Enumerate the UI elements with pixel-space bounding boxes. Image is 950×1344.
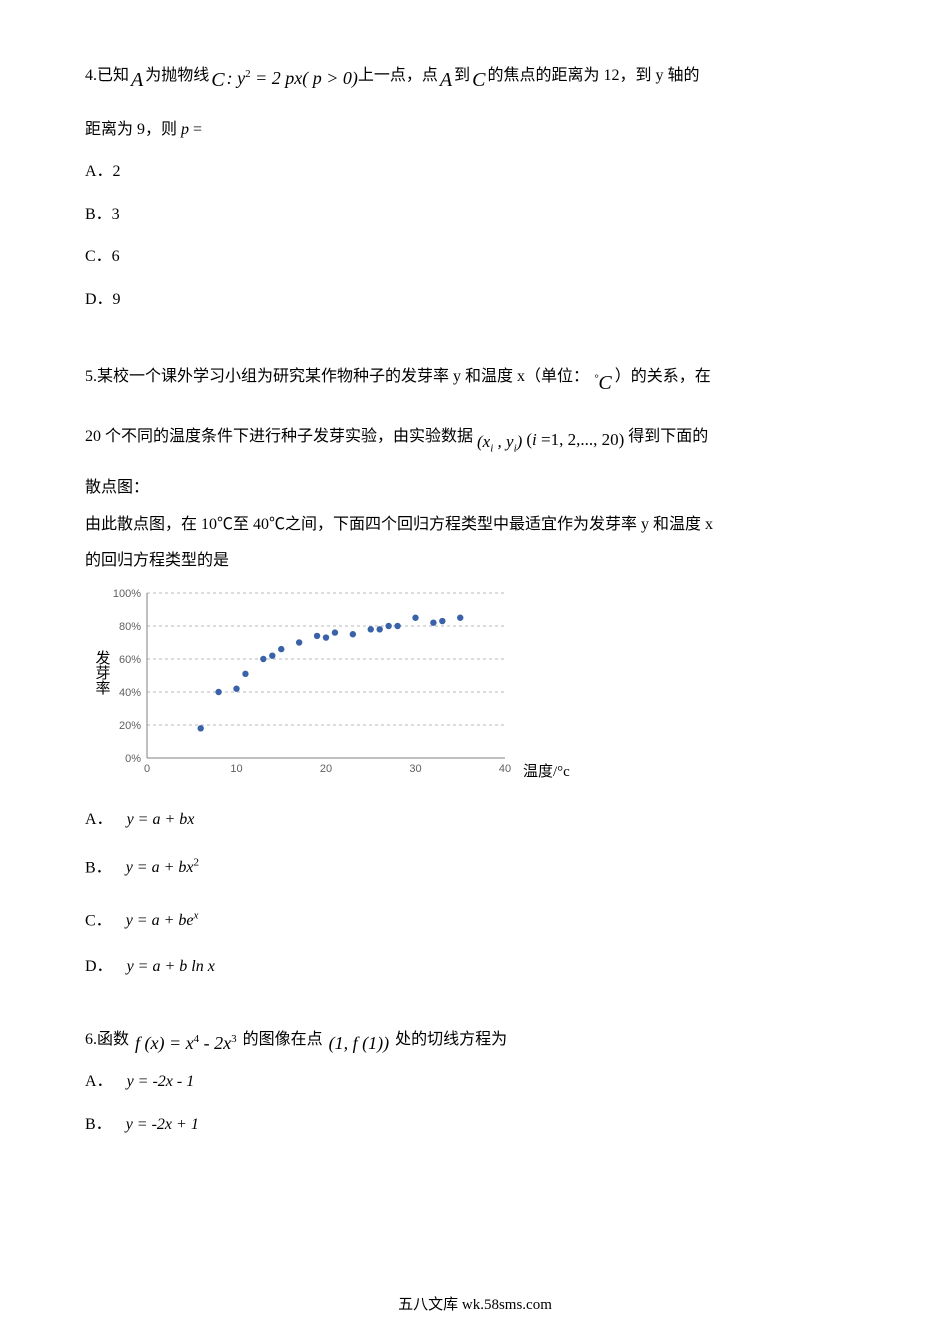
q5-opt-C: C． y = a + bex: [85, 906, 865, 937]
q4-mid3: 到: [454, 61, 470, 91]
question-4: 4.已知 A 为抛物线 C : y2 = 2 px( p > 0) 上一点，点 …: [85, 55, 865, 315]
svg-text:30: 30: [409, 763, 421, 775]
q5-line4: 由此散点图，在 10℃至 40℃之间，下面四个回归方程类型中最适宜作为发芽率 y…: [85, 510, 865, 540]
q5-line1: 5.某校一个课外学习小组为研究某作物种子的发芽率 y 和温度 x（单位： °C …: [85, 353, 865, 397]
q6-opt-A-label: A．: [85, 1073, 113, 1090]
q4-A1: A: [131, 61, 143, 99]
q4-colon: :: [227, 68, 238, 88]
q5-opt-A: A． y = a + bx: [85, 805, 865, 835]
q4-stem-line1: 4.已知 A 为抛物线 C : y2 = 2 px( p > 0) 上一点，点 …: [85, 55, 865, 93]
svg-text:100%: 100%: [113, 588, 141, 600]
q5-line2: 20 个不同的温度条件下进行种子发芽实验，由实验数据 (xi , yi) (i …: [85, 419, 865, 453]
q5-opt-B-label: B．: [85, 859, 112, 876]
svg-text:80%: 80%: [119, 621, 141, 633]
chart-ylabel: 发芽率: [87, 650, 116, 695]
q4-mid4: 的焦点的距离为 12，到 y 轴的: [487, 61, 699, 91]
q4-opt-C: C．6: [85, 242, 865, 272]
q4-opt-D: D．9: [85, 285, 865, 315]
q6-opt-A: A． y = -2x - 1: [85, 1067, 865, 1097]
q5-line2a: 20 个不同的温度条件下进行种子发芽实验，由实验数据: [85, 428, 473, 445]
q5-opt-C-label: C．: [85, 912, 112, 929]
q5-opt-B-math: y = a + bx2: [126, 859, 199, 876]
scatter-chart: 发芽率 0%20%40%60%80%100%010203040 温度/°c: [105, 585, 535, 785]
q4-A2: A: [440, 61, 452, 99]
q5-line1b: ）的关系，在: [615, 368, 711, 385]
q6-mid: 的图像在点: [243, 1031, 323, 1048]
svg-text:60%: 60%: [119, 654, 141, 666]
q6-opt-B-math: y = -2x + 1: [126, 1116, 199, 1133]
q4-eq: : y2 = 2 px( p > 0): [227, 61, 358, 95]
question-6: 6.函数 f (x) = x4 - 2x3 的图像在点 (1, f (1)) 处…: [85, 1021, 865, 1140]
q4-line2-text: 距离为 9，则 p =: [85, 121, 202, 138]
q5-line2b: 得到下面的: [628, 428, 708, 445]
q4-mid1: 为抛物线: [145, 61, 209, 91]
q5-line3: 散点图：: [85, 473, 865, 503]
q4-opt-B: B．3: [85, 200, 865, 230]
q5-irange: (i =1, 2,..., 20): [526, 430, 624, 449]
q5-options: A． y = a + bx B． y = a + bx2 C． y = a + …: [85, 805, 865, 983]
q6-prefix: 6.函数: [85, 1031, 129, 1048]
q6-pt: (1, f (1)): [329, 1033, 389, 1053]
svg-text:40%: 40%: [119, 687, 141, 699]
q6-options: A． y = -2x - 1 B． y = -2x + 1: [85, 1067, 865, 1140]
chart-xlabel: 温度/°c: [523, 758, 570, 787]
svg-text:0%: 0%: [125, 753, 141, 765]
q4-options: A．2 B．3 C．6 D．9: [85, 157, 865, 315]
q5-opt-D: D． y = a + b ln x: [85, 952, 865, 982]
q4-opt-A: A．2: [85, 157, 865, 187]
q5-xy: (xi , yi): [477, 432, 522, 451]
q6-opt-B: B． y = -2x + 1: [85, 1110, 865, 1140]
q6-fx: f (x) = x4 - 2x3: [135, 1033, 237, 1053]
q6-opt-B-label: B．: [85, 1116, 112, 1133]
q4-mid2: 上一点，点: [358, 61, 438, 91]
q6-stem: 6.函数 f (x) = x4 - 2x3 的图像在点 (1, f (1)) 处…: [85, 1021, 865, 1055]
q5-opt-C-math: y = a + bex: [126, 912, 199, 929]
svg-text:0: 0: [144, 763, 150, 775]
q5-opt-A-label: A．: [85, 811, 113, 828]
q4-C2: C: [472, 61, 485, 99]
q4-eq-math: y2 = 2 px( p > 0): [237, 68, 358, 88]
q4-stem-line2: 距离为 9，则 p =: [85, 115, 865, 145]
q6-suffix: 处的切线方程为: [395, 1031, 507, 1048]
q5-opt-B: B． y = a + bx2: [85, 853, 865, 884]
svg-text:20%: 20%: [119, 720, 141, 732]
page-footer: 五八文库 wk.58sms.com: [0, 1293, 950, 1314]
q5-line5: 的回归方程类型的是: [85, 546, 865, 576]
question-5: 5.某校一个课外学习小组为研究某作物种子的发芽率 y 和温度 x（单位： °C …: [85, 353, 865, 983]
q6-opt-A-math: y = -2x - 1: [127, 1073, 195, 1090]
q5-line1a: 5.某校一个课外学习小组为研究某作物种子的发芽率 y 和温度 x（单位：: [85, 368, 589, 385]
svg-text:20: 20: [320, 763, 332, 775]
q5-degC: °C: [594, 372, 612, 394]
q4-C1: C: [211, 61, 224, 99]
svg-text:40: 40: [499, 763, 511, 775]
q5-opt-A-math: y = a + bx: [127, 811, 195, 828]
q5-opt-D-math: y = a + b ln x: [127, 958, 215, 975]
scatter-svg: 0% 20% 40% 60% 80% 100% 0 10 20 30 40: [105, 585, 515, 780]
svg-text:10: 10: [230, 763, 242, 775]
q5-opt-D-label: D．: [85, 958, 113, 975]
q4-prefix: 4.已知: [85, 61, 129, 91]
